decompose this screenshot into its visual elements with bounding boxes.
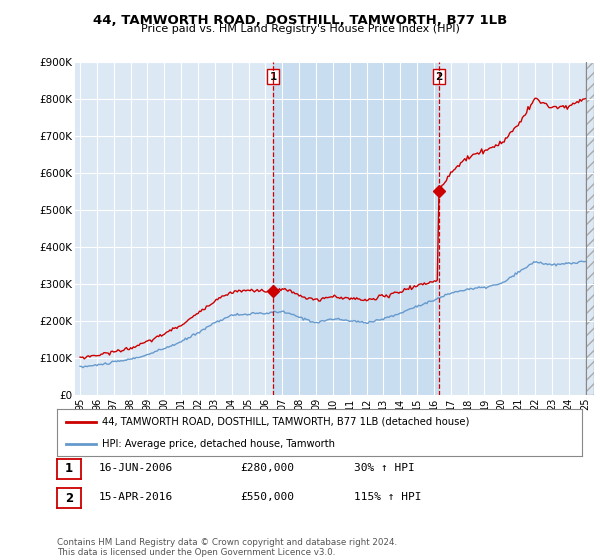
Bar xyxy=(586,62,594,395)
Text: 44, TAMWORTH ROAD, DOSTHILL, TAMWORTH, B77 1LB: 44, TAMWORTH ROAD, DOSTHILL, TAMWORTH, B… xyxy=(93,14,507,27)
Text: 115% ↑ HPI: 115% ↑ HPI xyxy=(354,492,421,502)
Text: Price paid vs. HM Land Registry's House Price Index (HPI): Price paid vs. HM Land Registry's House … xyxy=(140,24,460,34)
Text: 16-JUN-2006: 16-JUN-2006 xyxy=(99,463,173,473)
Text: HPI: Average price, detached house, Tamworth: HPI: Average price, detached house, Tamw… xyxy=(101,438,335,449)
Text: 2: 2 xyxy=(435,72,442,82)
Text: 15-APR-2016: 15-APR-2016 xyxy=(99,492,173,502)
Text: 1: 1 xyxy=(65,462,73,475)
Text: Contains HM Land Registry data © Crown copyright and database right 2024.
This d: Contains HM Land Registry data © Crown c… xyxy=(57,538,397,557)
Text: £280,000: £280,000 xyxy=(240,463,294,473)
Bar xyxy=(273,62,439,395)
Text: 44, TAMWORTH ROAD, DOSTHILL, TAMWORTH, B77 1LB (detached house): 44, TAMWORTH ROAD, DOSTHILL, TAMWORTH, B… xyxy=(101,417,469,427)
Text: 2: 2 xyxy=(65,492,73,505)
Text: 1: 1 xyxy=(269,72,277,82)
Text: £550,000: £550,000 xyxy=(240,492,294,502)
Text: 30% ↑ HPI: 30% ↑ HPI xyxy=(354,463,415,473)
